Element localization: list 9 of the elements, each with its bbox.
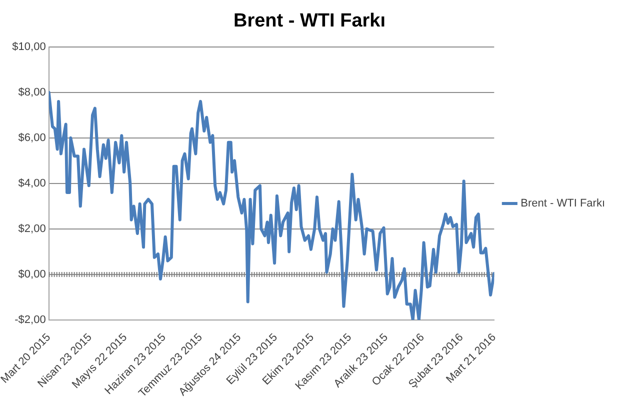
y-tick-label: $8,00	[18, 86, 46, 98]
y-tick-label: $2,00	[18, 222, 46, 235]
y-tick-label: $0,00	[18, 268, 46, 280]
legend-label: Brent - WTI Farkı	[520, 198, 606, 210]
y-tick-label: $6,00	[18, 132, 46, 144]
y-tick-label: $4,00	[18, 177, 46, 190]
chart-title: Brent - WTI Farkı	[233, 10, 386, 32]
y-tick-label: $10,00	[12, 40, 46, 53]
y-tick-label: -$2,00	[14, 314, 46, 326]
